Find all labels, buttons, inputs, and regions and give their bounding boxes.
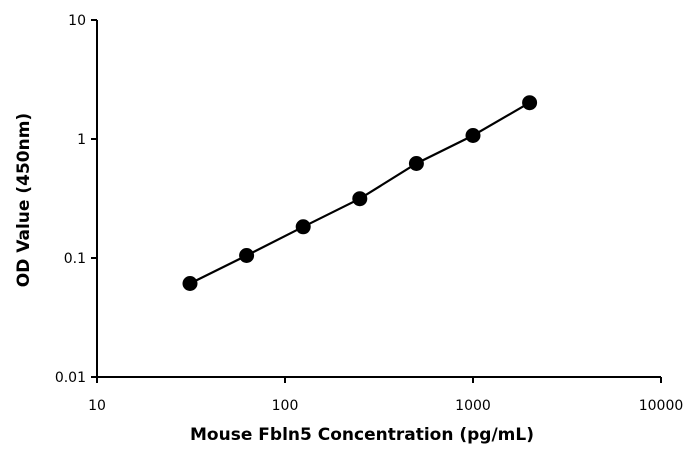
x-tick-label: 1000 <box>455 398 491 414</box>
x-tick-label: 10000 <box>639 398 684 414</box>
y-tick-label: 10 <box>68 13 86 29</box>
data-point <box>182 276 198 291</box>
y-axis-label: OD Value (450nm) <box>14 113 34 287</box>
x-axis-label: Mouse Fbln5 Concentration (pg/mL) <box>190 425 534 445</box>
plot-series <box>182 95 538 291</box>
y-tick-label: 0.1 <box>64 251 86 267</box>
data-point <box>295 219 311 235</box>
data-point <box>352 191 368 207</box>
data-point <box>239 248 255 263</box>
x-axis: 10 100 1000 10000 <box>88 376 684 414</box>
y-axis: 0.01 0.1 1 10 <box>55 13 98 386</box>
data-point <box>465 128 481 143</box>
y-tick-label: 0.01 <box>55 370 86 386</box>
y-tick-label: 1 <box>77 132 86 148</box>
x-tick-label: 100 <box>272 398 299 414</box>
data-point <box>522 95 538 111</box>
data-point <box>408 156 424 171</box>
x-tick-label: 10 <box>88 398 106 414</box>
